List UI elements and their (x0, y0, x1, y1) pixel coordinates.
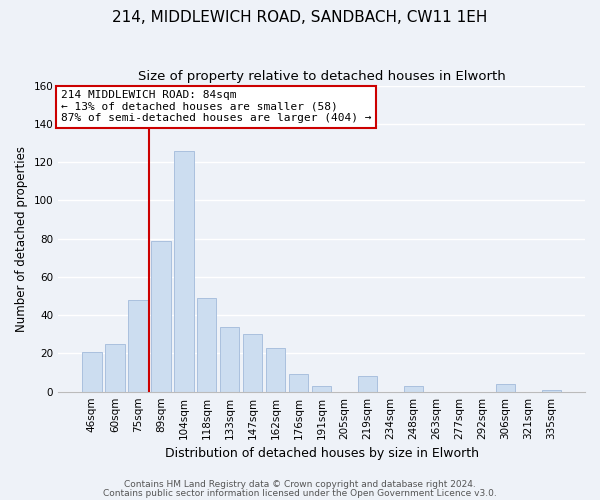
Bar (220, 326, 239, 392)
Bar (312, 386, 331, 392)
Bar (174, 150, 194, 392)
Bar (289, 374, 308, 392)
Bar (266, 348, 286, 392)
Bar (496, 384, 515, 392)
Bar (151, 240, 170, 392)
X-axis label: Distribution of detached houses by size in Elworth: Distribution of detached houses by size … (164, 447, 479, 460)
Bar (105, 344, 125, 392)
Text: 214, MIDDLEWICH ROAD, SANDBACH, CW11 1EH: 214, MIDDLEWICH ROAD, SANDBACH, CW11 1EH (112, 10, 488, 25)
Bar (128, 300, 148, 392)
Title: Size of property relative to detached houses in Elworth: Size of property relative to detached ho… (138, 70, 505, 83)
Bar (358, 376, 377, 392)
Text: Contains HM Land Registry data © Crown copyright and database right 2024.: Contains HM Land Registry data © Crown c… (124, 480, 476, 489)
Bar (404, 386, 423, 392)
Bar (542, 390, 561, 392)
Y-axis label: Number of detached properties: Number of detached properties (15, 146, 28, 332)
Bar (197, 298, 217, 392)
Text: 214 MIDDLEWICH ROAD: 84sqm
← 13% of detached houses are smaller (58)
87% of semi: 214 MIDDLEWICH ROAD: 84sqm ← 13% of deta… (61, 90, 371, 124)
Bar (243, 334, 262, 392)
Text: Contains public sector information licensed under the Open Government Licence v3: Contains public sector information licen… (103, 489, 497, 498)
Bar (82, 352, 101, 392)
